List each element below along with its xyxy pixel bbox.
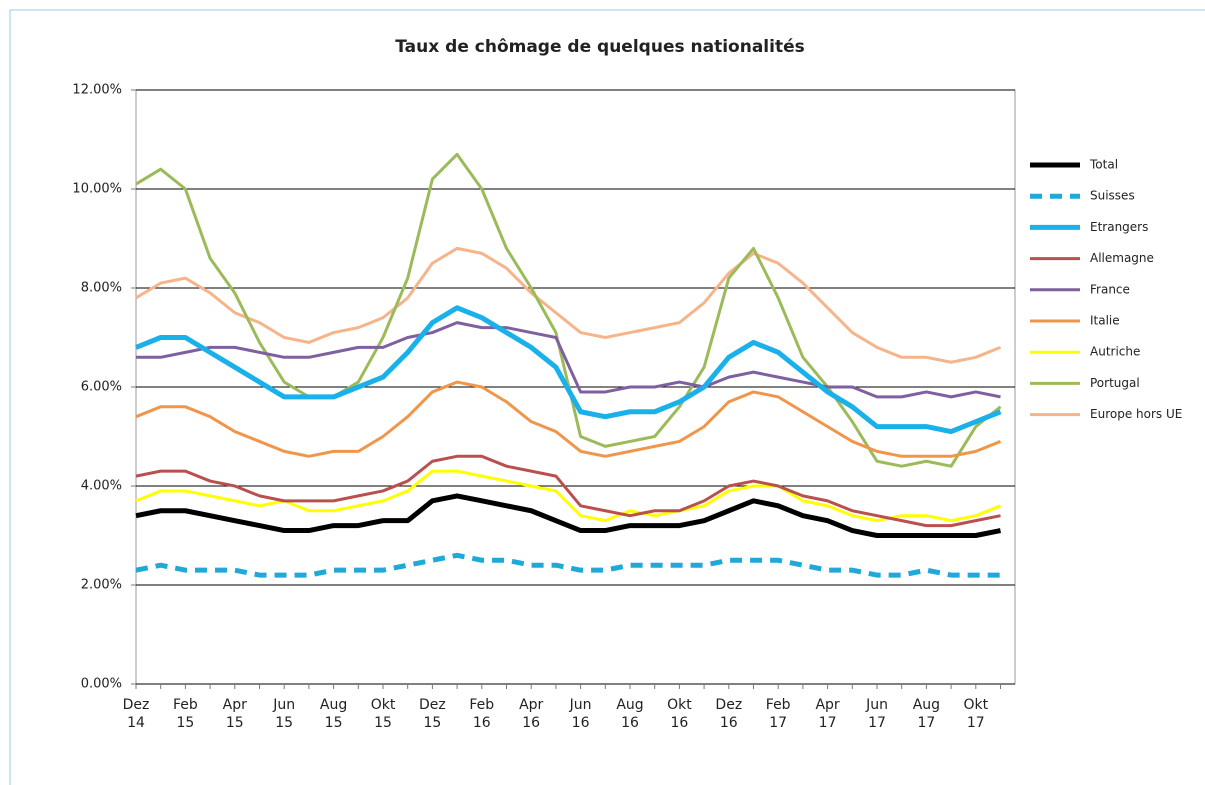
legend-label: Europe hors UE xyxy=(1090,407,1182,421)
series-line xyxy=(135,305,1002,435)
series-line xyxy=(135,552,1001,578)
x-tick-label: Dez 16 xyxy=(715,697,743,731)
legend-label: Autriche xyxy=(1090,345,1140,359)
x-tick-label: Aug 15 xyxy=(319,697,348,731)
y-tick-label: 8.00% xyxy=(81,281,122,296)
y-tick-label: 4.00% xyxy=(81,479,122,494)
series-line xyxy=(135,493,1001,538)
x-tick-label: Dez 15 xyxy=(419,697,446,731)
legend-label: Allemagne xyxy=(1090,251,1154,265)
series-line xyxy=(135,380,1002,458)
x-tick-label: Feb 15 xyxy=(172,697,198,731)
x-tick-label: Jun 16 xyxy=(569,697,592,731)
legend-label: Portugal xyxy=(1090,376,1140,390)
y-tick-label: 6.00% xyxy=(81,380,122,395)
x-tick-label: Okt 16 xyxy=(667,697,692,731)
x-tick-label: Jun 17 xyxy=(866,697,888,731)
x-tick-label: Apr 17 xyxy=(815,697,840,731)
x-tick-label: Okt 15 xyxy=(370,697,396,731)
y-tick-label: 2.00% xyxy=(81,578,122,593)
x-tick-label: Aug 16 xyxy=(616,697,644,731)
legend-label: France xyxy=(1090,282,1130,296)
x-tick-label: Jun 15 xyxy=(273,697,296,731)
legend-label: Italie xyxy=(1090,314,1120,328)
x-tick-label: Apr 15 xyxy=(222,697,247,731)
y-tick-label: 0.00% xyxy=(81,677,122,692)
series-line xyxy=(136,321,1001,399)
y-tick-label: 10.00% xyxy=(72,182,122,197)
series-line xyxy=(135,469,1002,523)
legend-label: Suisses xyxy=(1090,189,1135,203)
x-tick-label: Apr 16 xyxy=(519,697,544,731)
x-tick-label: Dez 14 xyxy=(122,697,150,731)
x-tick-label: Feb 16 xyxy=(469,697,495,731)
series-line xyxy=(135,246,1002,364)
chart-title: Taux de chômage de quelques nationalités xyxy=(395,37,804,57)
x-tick-label: Feb 17 xyxy=(765,697,791,731)
series-line xyxy=(135,454,1001,528)
x-tick-label: Aug 17 xyxy=(912,697,941,731)
legend-label: Etrangers xyxy=(1090,220,1148,234)
y-tick-label: 12.00% xyxy=(72,83,122,98)
x-tick-label: Okt 17 xyxy=(963,697,989,731)
legend-label: Total xyxy=(1089,158,1118,172)
